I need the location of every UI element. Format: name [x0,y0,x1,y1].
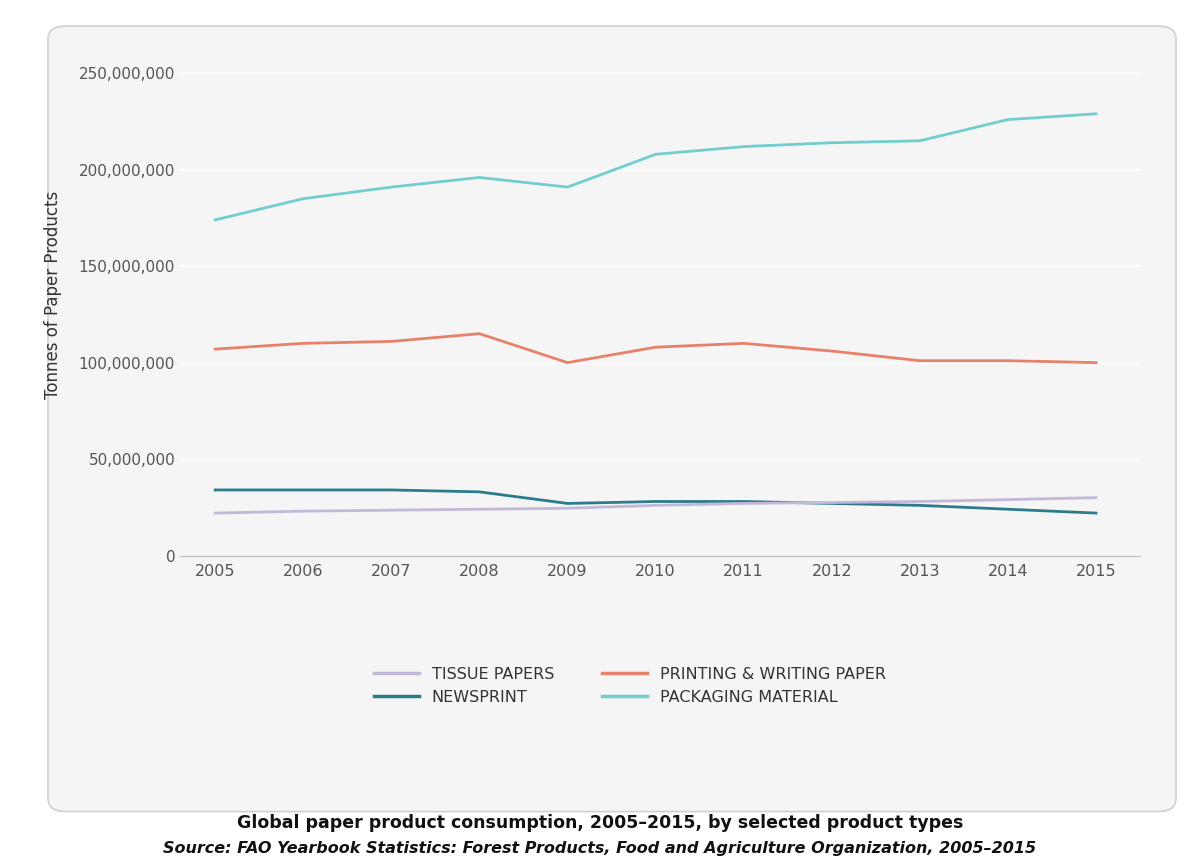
Y-axis label: Tonnes of Paper Products: Tonnes of Paper Products [44,191,62,399]
Legend: TISSUE PAPERS, NEWSPRINT, PRINTING & WRITING PAPER, PACKAGING MATERIAL: TISSUE PAPERS, NEWSPRINT, PRINTING & WRI… [374,667,886,705]
Text: Global paper product consumption, 2005–2015, by selected product types: Global paper product consumption, 2005–2… [236,814,964,832]
Text: Source: FAO Yearbook Statistics: Forest Products, Food and Agriculture Organizat: Source: FAO Yearbook Statistics: Forest … [163,841,1037,857]
